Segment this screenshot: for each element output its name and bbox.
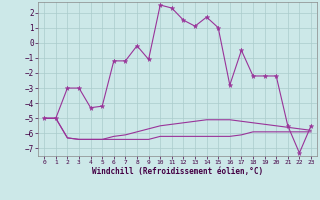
X-axis label: Windchill (Refroidissement éolien,°C): Windchill (Refroidissement éolien,°C) [92,167,263,176]
